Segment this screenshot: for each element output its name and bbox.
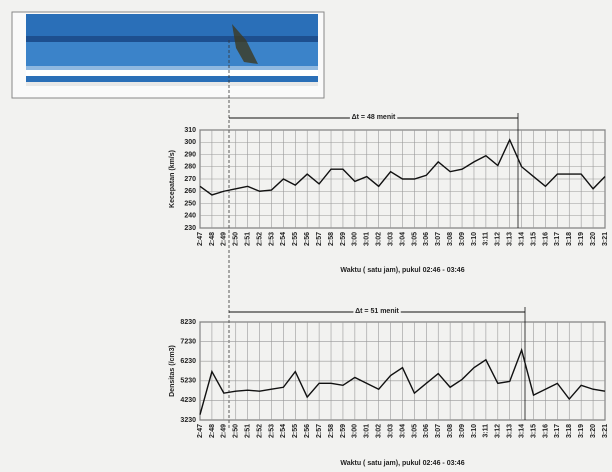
y-tick-label: 310 (184, 127, 196, 134)
annotation: Δt = 48 menit (352, 114, 396, 121)
y-tick-label: 7230 (180, 338, 196, 345)
x-tick-label: 3:15 (530, 232, 537, 246)
x-tick-label: 3:07 (435, 424, 442, 438)
x-tick-label: 3:10 (471, 424, 478, 438)
x-tick-label: 2:49 (221, 232, 228, 246)
x-tick-label: 2:59 (340, 232, 347, 246)
x-tick-label: 2:50 (233, 424, 240, 438)
x-tick-label: 2:49 (221, 424, 228, 438)
x-tick-label: 2:47 (197, 424, 204, 438)
x-tick-label: 2:56 (304, 424, 311, 438)
y-axis-label: Densitas (/cm3) (169, 345, 176, 397)
x-tick-label: 2:47 (197, 232, 204, 246)
x-tick-label: 3:16 (542, 424, 549, 438)
x-tick-label: 2:57 (316, 232, 323, 246)
x-tick-label: 2:48 (209, 232, 216, 246)
x-tick-label: 3:03 (387, 424, 394, 438)
x-tick-label: 3:07 (435, 232, 442, 246)
x-tick-label: 3:18 (566, 232, 573, 246)
x-tick-label: 3:09 (459, 424, 466, 438)
x-tick-label: 2:50 (233, 232, 240, 246)
x-tick-label: 3:19 (578, 424, 585, 438)
x-tick-label: 3:12 (495, 232, 502, 246)
x-tick-label: 3:08 (447, 424, 454, 438)
y-tick-label: 240 (184, 213, 196, 220)
y-tick-label: 280 (184, 164, 196, 171)
x-tick-label: 3:13 (507, 232, 514, 246)
x-tick-label: 3:06 (423, 232, 430, 246)
x-tick-label: 3:09 (459, 232, 466, 246)
x-tick-label: 2:54 (280, 424, 287, 438)
x-tick-label: 2:51 (244, 232, 251, 246)
x-tick-label: 2:55 (292, 232, 299, 246)
x-tick-label: 3:04 (399, 424, 406, 438)
x-tick-label: 3:19 (578, 232, 585, 246)
x-tick-label: 3:20 (590, 232, 597, 246)
x-tick-label: 3:17 (554, 232, 561, 246)
data-line (199, 138, 606, 196)
y-tick-label: 290 (184, 151, 196, 158)
y-tick-label: 5230 (180, 378, 196, 385)
x-tick-label: 2:48 (209, 424, 216, 438)
x-tick-label: 2:53 (268, 424, 275, 438)
x-tick-label: 2:59 (340, 424, 347, 438)
x-tick-label: 2:51 (244, 424, 251, 438)
x-tick-label: 2:57 (316, 424, 323, 438)
y-tick-label: 230 (184, 225, 196, 232)
x-tick-label: 2:52 (256, 424, 263, 438)
x-tick-label: 3:01 (364, 424, 371, 438)
x-tick-label: 3:02 (376, 232, 383, 246)
annotation: Δt = 51 menit (355, 308, 399, 315)
x-tick-label: 3:21 (602, 232, 609, 246)
y-axis-label: Kecepatan (km/s) (169, 150, 176, 208)
spectrum-image (11, 11, 325, 99)
x-tick-label: 3:01 (364, 232, 371, 246)
x-tick-label: 3:10 (471, 232, 478, 246)
y-tick-label: 250 (184, 200, 196, 207)
x-tick-label: 3:20 (590, 424, 597, 438)
x-tick-label: 2:58 (328, 232, 335, 246)
x-tick-label: 3:16 (542, 232, 549, 246)
x-tick-label: 3:11 (483, 424, 490, 438)
y-tick-label: 4230 (180, 397, 196, 404)
x-tick-label: 2:58 (328, 424, 335, 438)
x-axis-label: Waktu ( satu jam), pukul 02:46 - 03:46 (340, 267, 464, 274)
x-tick-label: 3:17 (554, 424, 561, 438)
x-tick-label: 3:00 (352, 424, 359, 438)
data-line (199, 347, 606, 415)
x-tick-label: 2:52 (256, 232, 263, 246)
y-tick-label: 300 (184, 139, 196, 146)
x-tick-label: 3:15 (530, 424, 537, 438)
x-tick-label: 3:18 (566, 424, 573, 438)
x-tick-label: 2:53 (268, 232, 275, 246)
x-tick-label: 3:13 (507, 424, 514, 438)
y-tick-label: 260 (184, 188, 196, 195)
x-tick-label: 2:54 (280, 232, 287, 246)
x-tick-label: 3:05 (411, 232, 418, 246)
x-tick-label: 3:14 (518, 424, 525, 438)
x-tick-label: 3:14 (518, 232, 525, 246)
y-tick-label: 6230 (180, 358, 196, 365)
x-axis-label: Waktu ( satu jam), pukul 02:46 - 03:46 (340, 460, 464, 467)
x-tick-label: 2:56 (304, 232, 311, 246)
x-tick-label: 2:55 (292, 424, 299, 438)
x-tick-label: 3:04 (399, 232, 406, 246)
x-tick-label: 3:21 (602, 424, 609, 438)
x-tick-label: 3:03 (387, 232, 394, 246)
x-tick-label: 3:08 (447, 232, 454, 246)
y-tick-label: 270 (184, 176, 196, 183)
x-tick-label: 3:06 (423, 424, 430, 438)
x-tick-label: 3:05 (411, 424, 418, 438)
y-tick-label: 8230 (180, 319, 196, 326)
y-tick-label: 3230 (180, 417, 196, 424)
x-tick-label: 3:02 (376, 424, 383, 438)
x-tick-label: 3:00 (352, 232, 359, 246)
x-tick-label: 3:11 (483, 232, 490, 246)
x-tick-label: 3:12 (495, 424, 502, 438)
